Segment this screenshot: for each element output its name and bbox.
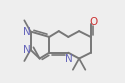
- Text: N: N: [23, 45, 31, 55]
- Text: O: O: [89, 17, 97, 27]
- Text: N: N: [23, 27, 31, 37]
- Text: N: N: [65, 54, 73, 64]
